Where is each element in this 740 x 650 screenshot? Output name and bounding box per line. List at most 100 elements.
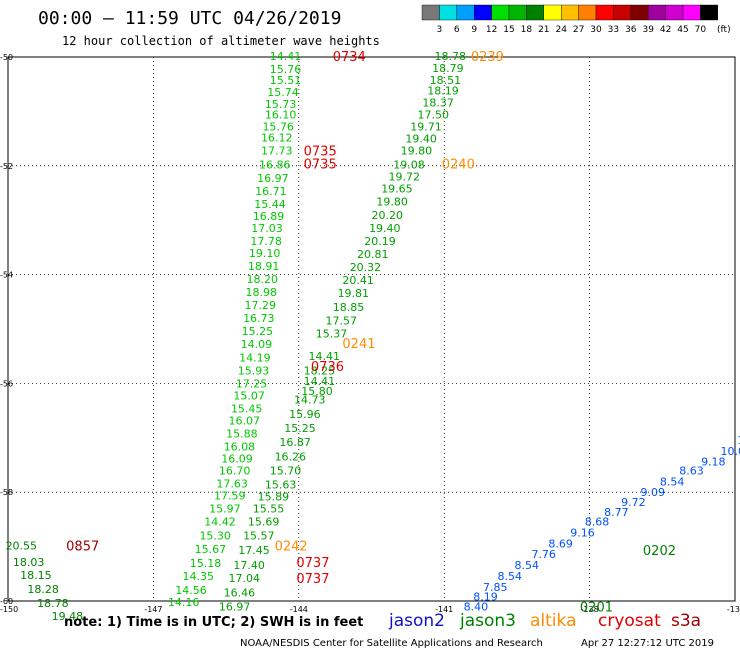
scale-swatch [682, 4, 701, 21]
swh-value: 9.18 [701, 456, 726, 469]
scale-swatch [700, 4, 719, 21]
swh-value: 14.41 [270, 50, 302, 63]
grid-lines [8, 57, 735, 601]
swh-value: 19.80 [376, 196, 408, 209]
scale-swatch [578, 4, 597, 21]
swh-value: 8.54 [498, 570, 522, 583]
swh-value: 14.09 [241, 338, 273, 351]
wave-height-values: 14.4115.7615.5115.7415.7316.1015.7616.12… [6, 50, 740, 623]
swh-value: 15.74 [267, 86, 299, 99]
pass-time-label: 0735 [304, 158, 337, 173]
swh-value: 15.76 [270, 63, 302, 76]
scale-label: 3 [437, 25, 443, 35]
scale-swatch [648, 4, 666, 21]
swh-value: 16.71 [255, 185, 287, 198]
swh-value: 16.86 [259, 159, 291, 172]
swh-value: 18.91 [248, 260, 280, 273]
swh-value: 15.80 [301, 385, 333, 398]
pass-time-label: 0857 [66, 540, 99, 555]
scale-swatch [491, 4, 510, 21]
swh-value: 18.79 [432, 62, 464, 75]
scale-swatch [526, 4, 545, 21]
swh-value: 20.20 [372, 209, 404, 222]
satellite-legend-jason3: jason3 [459, 611, 516, 631]
swh-value: 16.26 [275, 450, 307, 463]
x-tick-label: -138 [581, 605, 599, 614]
y-tick-label: -50 [0, 53, 13, 62]
swh-value: 17.25 [236, 377, 268, 390]
swh-value: 14.41 [304, 375, 336, 388]
swh-value: 15.69 [248, 516, 280, 529]
swh-value: 8.63 [679, 464, 704, 477]
y-tick-label: -58 [0, 488, 13, 497]
swh-value: 20.81 [357, 248, 389, 261]
swh-value: 8.40 [464, 600, 489, 613]
scale-label: 24 [555, 25, 567, 35]
scale-label: 45 [677, 25, 688, 35]
swh-value: 7.76 [531, 548, 556, 561]
note-text: note: 1) Time is in UTC; 2) SWH is in fe… [64, 615, 363, 630]
x-tick-label: -150 [0, 605, 18, 614]
swh-value: 15.88 [226, 427, 258, 440]
swh-value: 17.03 [251, 222, 283, 235]
satellite-legend-jason2: jason2 [388, 611, 445, 631]
swh-value: 18.03 [13, 556, 44, 569]
swh-value: 16.10 [265, 109, 297, 122]
swh-value: 7.85 [483, 581, 508, 594]
scale-label: 27 [573, 25, 584, 35]
swh-value: 19.40 [405, 133, 437, 146]
swh-value: 15.37 [316, 327, 348, 340]
swh-value: 16.97 [219, 600, 251, 613]
pass-time-label: 0242 [275, 540, 308, 555]
swh-value: 16.08 [224, 441, 256, 454]
y-tick-label: -54 [0, 271, 13, 280]
scale-label: 33 [608, 25, 619, 35]
timestamp-text: Apr 27 12:27:12 UTC 2019 [581, 638, 714, 649]
swh-value: 17.29 [245, 299, 277, 312]
swh-value: 19.71 [410, 121, 442, 134]
swh-value: 19.10 [249, 247, 281, 260]
scale-label: 70 [695, 25, 707, 35]
swh-value: 15.89 [258, 491, 290, 504]
swh-value: 8.54 [514, 559, 539, 572]
swh-value: 16.12 [261, 132, 293, 145]
scale-swatch [561, 4, 579, 21]
plot-frame [7, 56, 736, 602]
swh-value: 20.19 [364, 235, 396, 248]
swh-value: 18.78 [37, 597, 69, 610]
scale-label: 12 [486, 25, 497, 35]
swh-value: 16.87 [279, 436, 311, 449]
swh-value: 20.32 [350, 261, 382, 274]
scale-swatch [665, 4, 684, 21]
swh-value: 18.51 [430, 74, 462, 87]
swh-value: 19.48 [52, 610, 83, 623]
scale-label: 6 [454, 25, 460, 35]
swh-value: 18.28 [27, 583, 58, 596]
pass-time-label: 0736 [311, 360, 344, 375]
axis-ticks: -50 -52 -54 -56 -58 -60-150 -147 -144 -141 -138 -1… [0, 53, 740, 614]
swh-value: 19.80 [401, 145, 433, 158]
scale-label: 39 [642, 25, 654, 35]
credit-text: NOAA/NESDIS Center for Satellite Applica… [240, 638, 543, 649]
pass-time-label: 0239 [471, 50, 504, 65]
swh-value: 14.73 [294, 394, 326, 407]
swh-value: 15.97 [209, 503, 241, 516]
scale-swatch [543, 4, 562, 21]
swh-value: 17.63 [216, 477, 248, 490]
swh-value: 17.45 [238, 544, 270, 557]
swh-value: 16.46 [224, 586, 256, 599]
x-tick-label: -147 [144, 605, 162, 614]
swh-value: 20.55 [6, 540, 38, 553]
swh-value: 8.19 [473, 591, 498, 604]
satellite-legend: jason2 jason3 altika cryosat s3a [388, 611, 701, 631]
swh-value: 15.44 [254, 198, 286, 211]
swh-value: 8.69 [548, 537, 573, 550]
swh-value: 15.25 [242, 325, 273, 338]
pass-time-label: 0735 [304, 145, 337, 160]
swh-value: 19.08 [393, 159, 425, 172]
chart-subtitle: 12 hour collection of altimeter wave hei… [62, 34, 380, 48]
swh-value: 15.51 [270, 74, 302, 87]
scale-label: 9 [471, 25, 477, 35]
